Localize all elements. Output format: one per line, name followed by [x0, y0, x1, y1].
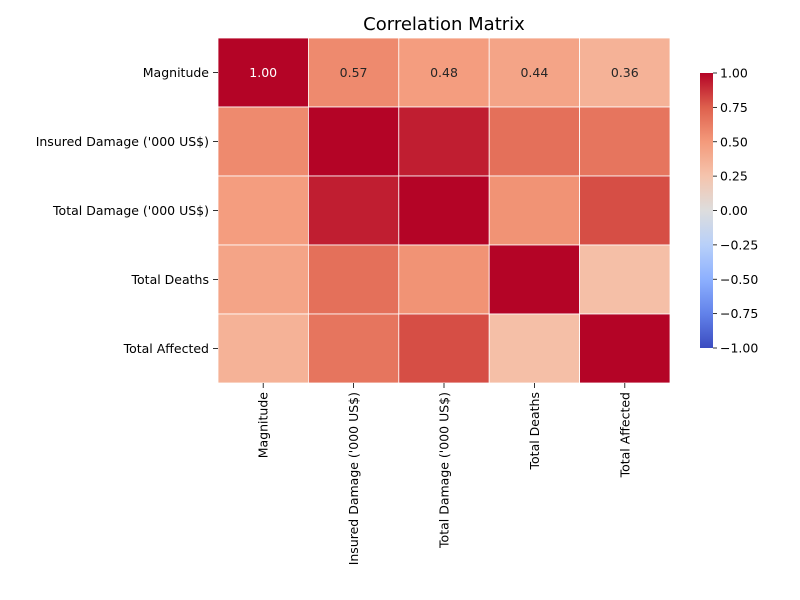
cell-value-label: 0.57: [340, 65, 368, 80]
heatmap-cell: [579, 37, 671, 108]
heatmap-cell: [398, 106, 490, 177]
cell-value-label: 0.48: [430, 65, 458, 80]
heatmap-cell: [398, 313, 490, 384]
heatmap-cells: 1.00 0.57 0.48 0.44 0.36: [217, 37, 671, 384]
colorbar-tick-label: 0.50: [720, 134, 748, 149]
heatmap-cell: [217, 313, 309, 384]
heatmap-cell: [307, 37, 400, 108]
heatmap-cell: [488, 106, 581, 177]
cell-value-label: 0.36: [611, 65, 639, 80]
heatmap-cell: [217, 175, 309, 246]
colorbar-gradient: [700, 73, 713, 348]
heatmap-cell: [217, 106, 309, 177]
column-tick-label: Magnitude: [256, 392, 271, 459]
column-tick-label: Total Affected: [617, 392, 632, 478]
column-tick-label: Total Deaths: [527, 392, 542, 470]
column-tick-label: Insured Damage ('000 US$): [346, 392, 361, 565]
cell-value-label: 1.00: [249, 65, 277, 80]
colorbar-tick-label: −0.50: [720, 272, 758, 287]
heatmap-cell: [217, 37, 309, 108]
row-tick-label: Total Deaths: [131, 272, 209, 287]
colorbar-tick-label: −0.75: [720, 306, 758, 321]
heatmap-cell: [307, 106, 400, 177]
colorbar-tick-label: 0.25: [720, 169, 748, 184]
heatmap-cell: [579, 313, 671, 384]
row-tick-label: Total Damage ('000 US$): [52, 203, 209, 218]
row-tick-labels: Magnitude Insured Damage ('000 US$) Total …: [36, 65, 218, 356]
heatmap-cell: [217, 244, 309, 315]
colorbar-tick-label: 1.00: [720, 66, 748, 81]
colorbar-tick-label: 0.75: [720, 100, 748, 115]
heatmap-cell: [488, 37, 581, 108]
heatmap-cell: [398, 244, 490, 315]
column-tick-label: Total Damage ('000 US$): [437, 392, 452, 549]
heatmap-cell: [488, 175, 581, 246]
colorbar-tick-label: −0.25: [720, 237, 758, 252]
heatmap-cell: [398, 37, 490, 108]
column-tick-labels: Magnitude Insured Damage ('000 US$) Total …: [256, 383, 632, 565]
heatmap-cell: [307, 244, 400, 315]
chart-title: Correlation Matrix: [363, 14, 525, 35]
heatmap-cell: [488, 244, 581, 315]
colorbar: 1.00 0.75 0.50 0.25 0.00 −0.25 −0.50 −0.75 −1.00: [700, 66, 758, 356]
cell-value-label: 0.44: [520, 65, 548, 80]
heatmap-cell: [579, 244, 671, 315]
heatmap-cell: [579, 175, 671, 246]
colorbar-tick-label: 0.00: [720, 203, 748, 218]
heatmap-cell: [307, 313, 400, 384]
heatmap-cell: [488, 313, 581, 384]
colorbar-tick-label: −1.00: [720, 341, 758, 356]
heatmap-cell: [579, 106, 671, 177]
heatmap-cell: [307, 175, 400, 246]
row-tick-label: Insured Damage ('000 US$): [36, 134, 209, 149]
row-tick-label: Magnitude: [143, 65, 210, 80]
heatmap-cell: [398, 175, 490, 246]
row-tick-label: Total Affected: [123, 341, 209, 356]
